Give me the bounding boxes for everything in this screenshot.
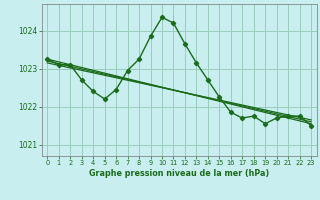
X-axis label: Graphe pression niveau de la mer (hPa): Graphe pression niveau de la mer (hPa) [89, 169, 269, 178]
